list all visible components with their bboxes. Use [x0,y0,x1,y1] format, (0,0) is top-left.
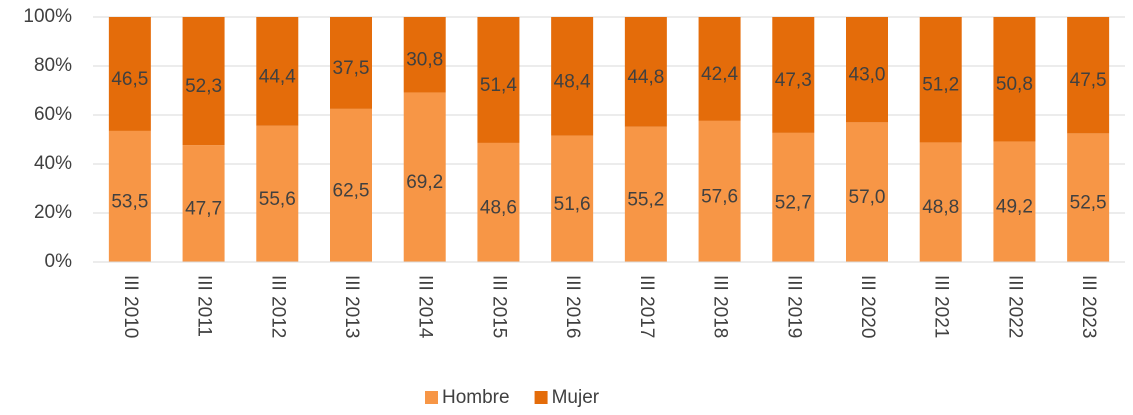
data-label: 30,8 [406,50,443,71]
data-label: 48,8 [922,197,959,218]
bar-segment [1067,17,1110,134]
data-label: 51,2 [922,75,959,96]
data-label: 51,6 [554,194,591,215]
data-label: 69,2 [406,172,443,193]
data-label: 47,5 [1070,70,1107,91]
data-label: 52,3 [185,76,222,97]
bar-segment [256,17,299,126]
x-tick-label: III 2015 [488,275,509,338]
data-label: 51,4 [480,75,517,96]
bar-segment [403,92,446,263]
bar-segment [403,17,446,93]
bar-segment [182,145,225,262]
data-label: 37,5 [333,58,370,79]
data-label: 52,7 [775,192,812,213]
bar-segment [846,122,888,262]
legend-label: Hombre [442,387,510,408]
bar-segment [108,130,151,262]
bar-segment [330,108,372,262]
data-label: 57,0 [849,187,886,208]
data-label: 44,4 [259,66,296,87]
x-tick-label: III 2012 [267,275,288,338]
data-label: 42,4 [701,64,738,85]
bar-segment [624,17,667,127]
bar-segment [698,17,741,121]
bar-segment [772,17,815,133]
y-tick-label: 20% [34,202,72,223]
bar-segment [993,17,1036,142]
legend-swatch [425,391,438,404]
bar-segment [551,135,594,262]
x-tick-label: III 2014 [415,275,436,339]
x-tick-label: III 2019 [783,275,804,338]
bar-segment [477,142,520,262]
bar-segment [330,17,372,109]
x-tick-label: III 2013 [341,275,362,338]
y-tick-label: 0% [45,251,73,272]
x-tick-label: III 2010 [120,275,141,338]
data-label: 48,4 [554,71,591,92]
x-tick-label: III 2022 [1004,275,1025,338]
data-label: 55,2 [627,189,664,210]
x-tick-label: III 2016 [562,275,583,338]
bar-segment [919,142,962,262]
data-label: 49,2 [996,197,1033,218]
data-label: 57,6 [701,186,738,207]
data-label: 43,0 [849,65,886,86]
y-tick-label: 80% [34,55,72,76]
y-tick-label: 60% [34,104,72,125]
bar-segment [182,17,225,146]
bar-segment [919,17,962,143]
y-tick-label: 40% [34,153,72,174]
legend-label: Mujer [552,387,600,408]
bar-segment [772,132,815,262]
x-tick-label: III 2023 [1078,275,1099,338]
legend-swatch [534,391,548,404]
x-tick-label: III 2021 [931,275,952,338]
bar-segment [551,17,594,136]
x-tick-label: III 2011 [194,275,215,337]
data-label: 52,5 [1070,193,1107,214]
y-tick-label: 100% [23,6,72,27]
bar-segment [624,126,667,262]
data-label: 50,8 [996,74,1033,95]
bar-segment [477,17,520,143]
data-label: 53,5 [111,191,148,212]
bar-segment [846,17,888,123]
x-tick-label: III 2018 [710,275,731,338]
data-label: 47,3 [775,70,812,91]
data-label: 48,6 [480,197,517,218]
data-label: 46,5 [111,69,148,90]
data-label: 47,7 [185,199,222,220]
data-label: 55,6 [259,189,296,210]
data-label: 62,5 [333,180,370,201]
bar-segment [698,120,741,262]
bar-segment [993,141,1036,262]
bar-segment [256,125,299,262]
bar-segment [108,17,151,131]
data-label: 44,8 [627,67,664,88]
x-tick-label: III 2017 [636,275,657,338]
x-tick-label: III 2020 [857,275,878,338]
bar-segment [1067,133,1110,262]
